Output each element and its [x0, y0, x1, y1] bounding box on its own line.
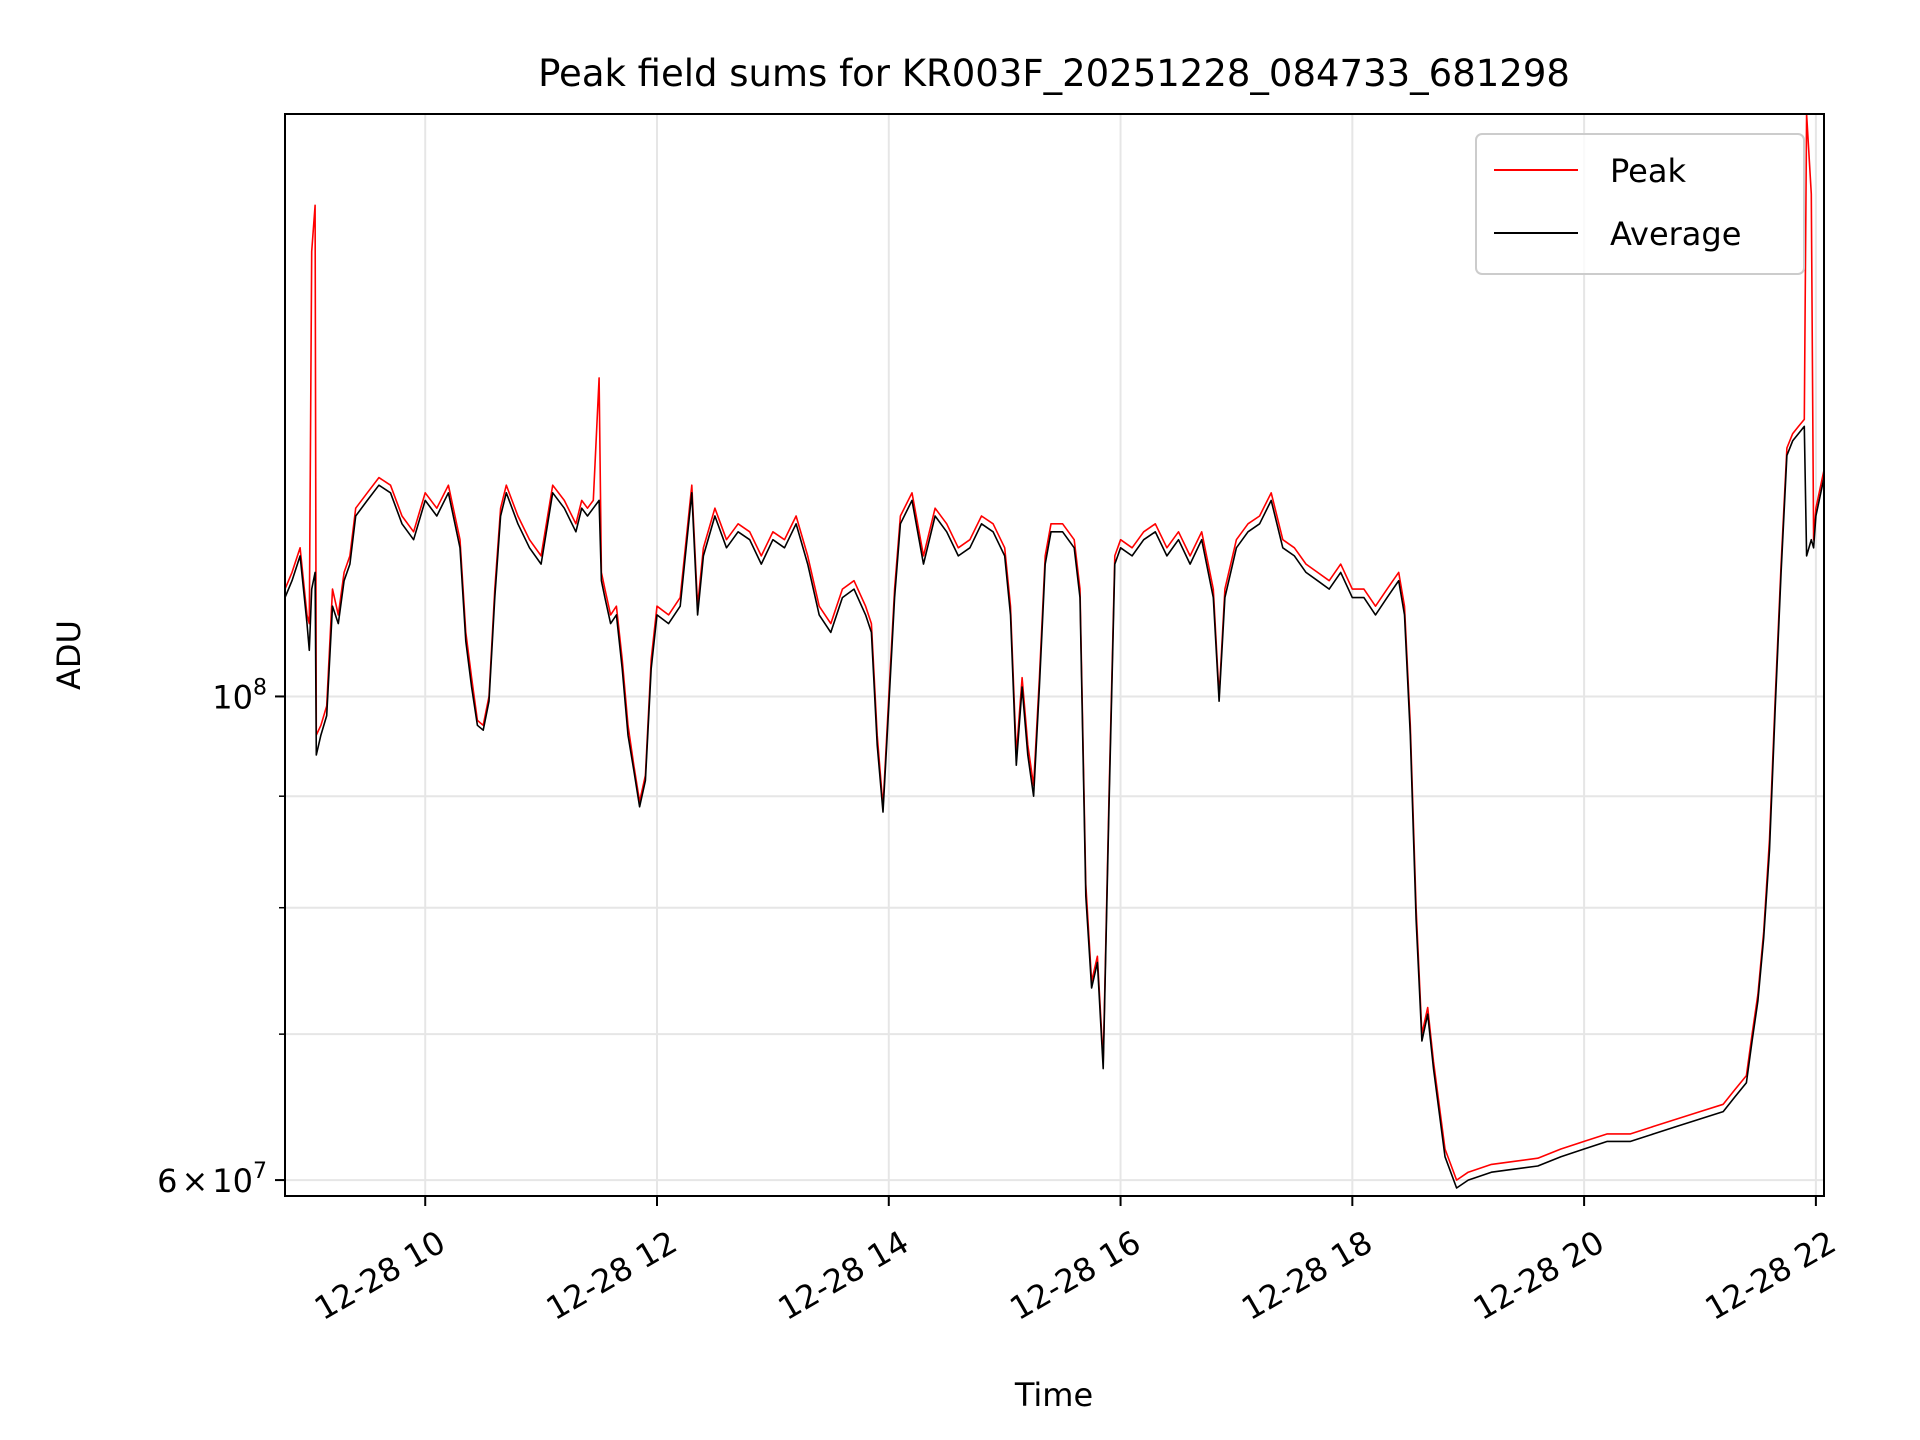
- series-line-average: [285, 425, 1824, 1189]
- legend-peak-label: Peak: [1610, 152, 1686, 190]
- x-axis-label: Time: [1014, 1376, 1093, 1414]
- series-line-peak: [285, 114, 1824, 1181]
- series-group: [285, 114, 1824, 1189]
- legend: Peak Average: [1475, 133, 1805, 275]
- grid-lines: [285, 114, 1824, 1196]
- y-tick-label: 6 × 107: [157, 1159, 267, 1200]
- plot-frame: [284, 113, 1825, 1197]
- y-axis: 6 × 107 108: [157, 675, 285, 1200]
- y-tick-label: 108: [212, 675, 267, 716]
- chart-title: Peak field sums for KR003F_20251228_0847…: [538, 52, 1570, 95]
- y-axis-label: ADU: [50, 620, 88, 690]
- legend-average-label: Average: [1610, 215, 1741, 253]
